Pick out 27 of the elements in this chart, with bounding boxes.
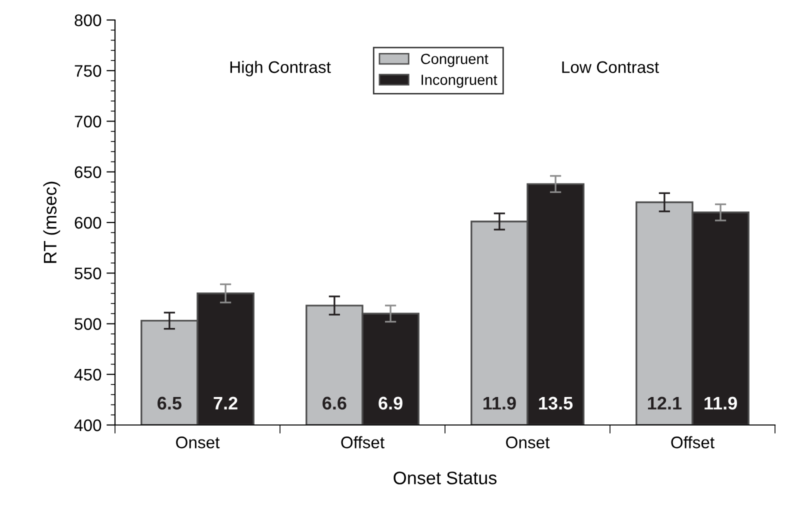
y-tick-label: 400 [74,419,102,432]
x-tick-label: Offset [341,436,384,448]
x-tick-label: Onset [176,436,220,448]
annotation: 6.9 [378,396,402,410]
annotation: 11.9 [484,396,516,410]
annotation: Low Contrast [562,61,659,74]
x-tick-label: Offset [671,436,714,448]
annotation: 13.5 [539,396,573,410]
y-axis-title: RT (msec) [43,182,60,263]
annotation: 11.9 [704,396,737,410]
legend-label: Congruent [421,54,488,67]
annotation: High Contrast [230,60,331,76]
x-axis-title: Onset Status [394,472,497,484]
y-tick-label: 800 [74,14,102,26]
y-tick-label: 650 [74,166,102,178]
y-tick-label: 550 [74,268,102,280]
annotation: 7.2 [214,396,238,410]
y-tick-label: 500 [74,318,102,330]
y-tick-label: 700 [74,116,102,128]
legend-label: Incongruent [422,74,498,88]
annotation: 12.1 [648,396,682,410]
x-tick-label: Onset [506,436,550,448]
annotation: 6.5 [158,396,182,410]
y-tick-label: 750 [74,65,102,77]
y-tick-label: 450 [74,368,102,381]
annotation: 6.6 [322,396,346,410]
y-tick-label: 600 [74,216,102,229]
